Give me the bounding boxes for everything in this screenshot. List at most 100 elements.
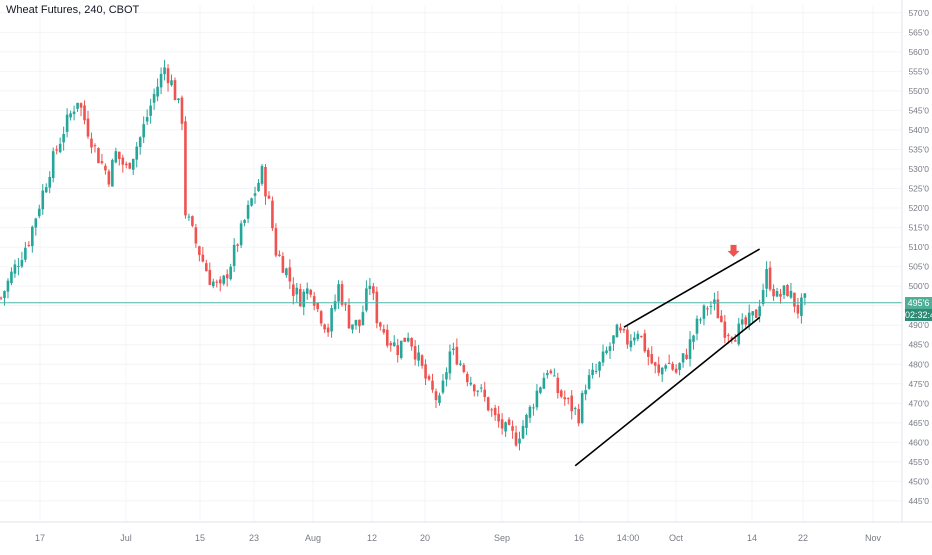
candle-body [445, 372, 448, 380]
candle-body [587, 375, 591, 389]
trendline[interactable] [574, 316, 761, 467]
candle-body [633, 337, 636, 341]
candle-body [727, 335, 730, 337]
candle-body [142, 124, 145, 138]
candle [166, 64, 170, 92]
candle [559, 389, 563, 399]
time-axis[interactable]: 17 Jul 15 23 Aug 12 20 Sep 16 14:00 Oct 14 22 Nov [0, 521, 932, 543]
candle-body [295, 287, 299, 295]
candle [218, 276, 222, 292]
candle-body [218, 279, 222, 284]
candle [10, 267, 13, 286]
candle-body [250, 198, 253, 206]
y-tick-label: 550'0 [908, 86, 929, 96]
trendline[interactable] [623, 248, 761, 328]
candle-body [232, 244, 236, 266]
candle [344, 301, 347, 311]
candle [546, 369, 549, 379]
candle-body [789, 290, 793, 298]
candle-body [706, 308, 709, 310]
candle-body [413, 346, 417, 360]
candle-body [361, 312, 365, 326]
candle-body [37, 208, 41, 217]
candle [598, 361, 601, 378]
candle [156, 78, 159, 102]
candle-body [292, 284, 295, 296]
candle [556, 372, 560, 399]
candle-body [528, 406, 532, 418]
candle-body [253, 193, 257, 196]
candle [118, 151, 121, 166]
candle-body [584, 390, 587, 395]
candle [264, 163, 267, 205]
candle [539, 386, 542, 395]
candle [525, 413, 528, 435]
candle-body [605, 350, 608, 354]
candle-body [546, 372, 549, 376]
candle [225, 269, 229, 287]
candle-body [619, 327, 622, 331]
candle-body [239, 223, 243, 246]
candle [65, 108, 69, 138]
candle [170, 74, 173, 87]
candle-body [41, 190, 45, 210]
candle [211, 278, 215, 289]
candle [681, 353, 685, 368]
candle [768, 261, 772, 292]
candle-body [201, 254, 205, 262]
y-tick-label: 535'0 [908, 144, 929, 154]
candle [37, 204, 41, 219]
y-tick-label: 450'0 [908, 476, 929, 486]
price-axis[interactable]: 445'0 450'0 455'0 460'0 465'0 470'0 475'0 480'0… [901, 0, 932, 550]
candle [514, 425, 518, 447]
x-tick-label: 15 [195, 533, 205, 543]
arrow-down-icon[interactable] [727, 244, 740, 257]
candle-body [671, 363, 674, 370]
candle-body [403, 337, 406, 342]
candle-body [713, 299, 716, 304]
candle [142, 116, 145, 144]
candle-body [17, 266, 20, 268]
candle-body [271, 200, 274, 229]
candle [744, 315, 748, 330]
candles-group [0, 59, 807, 451]
candle-body [337, 284, 340, 302]
candle-body [159, 73, 163, 88]
candle [316, 302, 319, 313]
candle [72, 105, 76, 121]
candle-body [222, 275, 226, 284]
candle [740, 313, 744, 333]
candle-body [730, 337, 734, 340]
candle [532, 403, 535, 416]
candle-body [702, 305, 706, 319]
candle [121, 154, 125, 173]
candle-body [758, 306, 761, 317]
y-tick-label: 455'0 [908, 457, 929, 467]
candle [626, 324, 629, 349]
candle [198, 245, 201, 262]
candle-body [0, 297, 3, 299]
candle [629, 334, 633, 352]
candle [420, 354, 424, 369]
y-tick-label: 500'0 [908, 281, 929, 291]
candle [410, 337, 413, 351]
candle [375, 286, 379, 329]
candle [779, 288, 782, 304]
candle [441, 374, 445, 395]
candle [194, 223, 198, 248]
candle [671, 361, 674, 371]
candle-body [466, 373, 469, 383]
candle-body [326, 327, 330, 333]
candle [751, 310, 754, 324]
candle [528, 405, 532, 424]
y-tick-label: 525'0 [908, 184, 929, 194]
candle-body [646, 350, 650, 357]
candle [382, 324, 386, 335]
candle-body [257, 182, 260, 192]
candle [601, 344, 605, 367]
candle-body [44, 187, 48, 193]
candle [406, 332, 410, 343]
candle [326, 323, 330, 337]
candle [368, 277, 372, 295]
